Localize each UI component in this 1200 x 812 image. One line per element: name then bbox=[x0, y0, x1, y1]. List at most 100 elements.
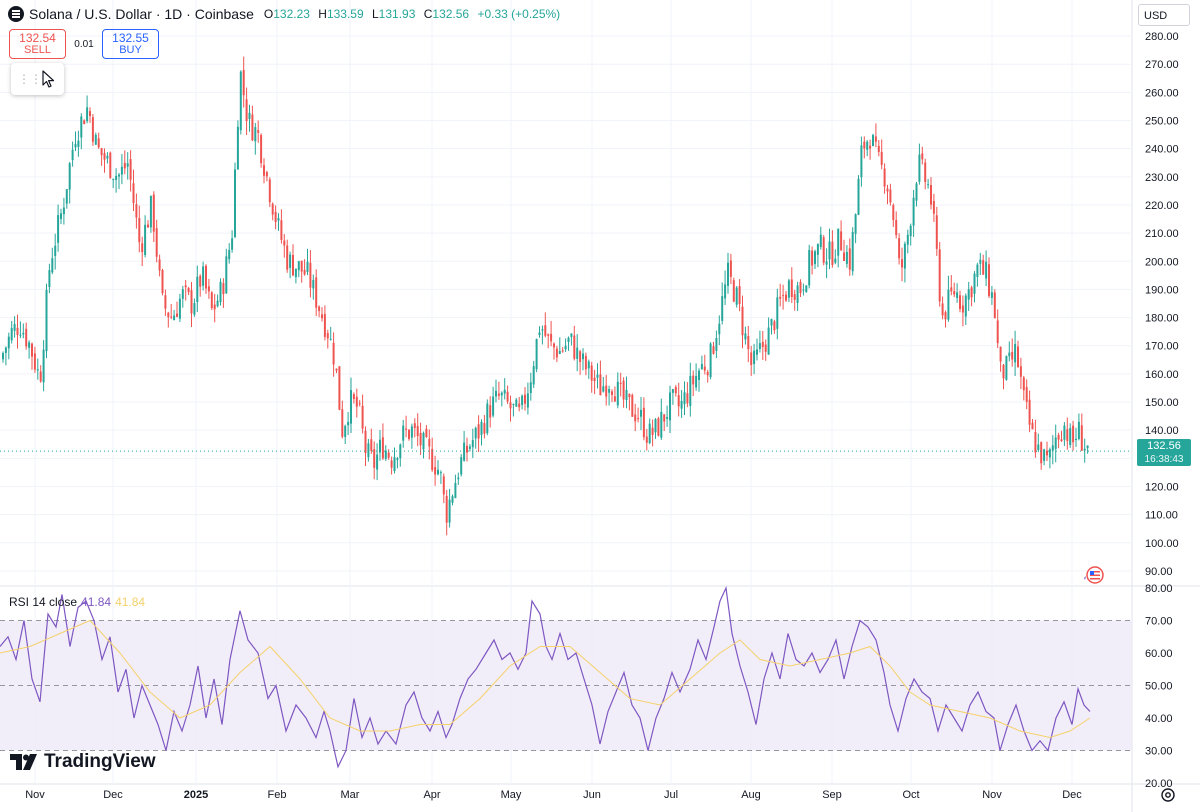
candle-body bbox=[767, 327, 770, 355]
candle-body bbox=[695, 375, 698, 388]
price-tick-label: 110.00 bbox=[1145, 510, 1178, 522]
candle-body bbox=[428, 438, 431, 447]
candle-body bbox=[611, 391, 613, 395]
candle-body bbox=[341, 409, 344, 437]
time-tick-label: Oct bbox=[902, 789, 919, 801]
candle-body bbox=[483, 423, 486, 434]
candle-body bbox=[2, 353, 4, 360]
candle-body bbox=[526, 393, 529, 408]
candle-body bbox=[129, 159, 132, 180]
candle-body bbox=[376, 454, 379, 470]
candle-body bbox=[413, 423, 416, 429]
candle-body bbox=[947, 289, 950, 320]
price-tick-label: 190.00 bbox=[1145, 284, 1179, 296]
candle-body bbox=[176, 313, 178, 317]
candle-body bbox=[872, 135, 874, 147]
candle-body bbox=[358, 403, 361, 405]
candle-body bbox=[1075, 438, 1077, 441]
candle-body bbox=[819, 234, 822, 247]
candle-body bbox=[567, 337, 570, 342]
candle-body bbox=[268, 179, 271, 203]
candlestick-series bbox=[2, 56, 1089, 536]
candle-body bbox=[135, 204, 138, 218]
candle-body bbox=[587, 361, 590, 369]
price-tick-label: 260.00 bbox=[1145, 87, 1179, 99]
candle-body bbox=[48, 270, 51, 287]
candle-body bbox=[993, 292, 996, 319]
candle-body bbox=[988, 264, 990, 296]
candle-body bbox=[457, 477, 460, 480]
candle-body bbox=[683, 392, 686, 405]
candle-body bbox=[1080, 425, 1083, 451]
candle-body bbox=[260, 135, 263, 164]
candle-body bbox=[915, 183, 918, 201]
candle-body bbox=[396, 458, 399, 461]
candle-body bbox=[315, 277, 318, 308]
chart-header: Solana / U.S. Dollar · 1D · Coinbase O13… bbox=[8, 6, 565, 22]
candle-body bbox=[961, 305, 964, 313]
candle-body bbox=[477, 424, 480, 439]
candle-body bbox=[924, 162, 927, 182]
grip-icon[interactable]: ⋮⋮ bbox=[18, 72, 42, 86]
candle-body bbox=[33, 353, 36, 370]
candle-body bbox=[254, 127, 257, 142]
time-tick-label: Nov bbox=[25, 789, 45, 801]
candle-body bbox=[216, 300, 219, 307]
candle-body bbox=[132, 183, 135, 204]
candle-body bbox=[1057, 434, 1060, 440]
candle-body bbox=[439, 472, 442, 474]
candle-body bbox=[843, 252, 845, 261]
buy-button[interactable]: 132.55 BUY bbox=[102, 29, 159, 59]
candle-body bbox=[666, 417, 669, 419]
candle-body bbox=[248, 112, 251, 119]
currency-selector[interactable]: USD bbox=[1138, 4, 1190, 26]
rsi-label: RSI 14 close bbox=[9, 595, 78, 609]
gear-icon[interactable] bbox=[1160, 787, 1176, 803]
candle-body bbox=[599, 374, 602, 396]
us-flag-icon[interactable] bbox=[1082, 566, 1108, 584]
open-value: 132.23 bbox=[273, 7, 310, 21]
candle-body bbox=[990, 292, 993, 298]
candle-body bbox=[1086, 445, 1089, 449]
candle-body bbox=[210, 292, 213, 309]
candle-body bbox=[445, 495, 448, 523]
candle-body bbox=[321, 314, 323, 319]
last-price-badge: 132.56 16:38:43 bbox=[1137, 439, 1191, 466]
sell-button[interactable]: 132.54 SELL bbox=[9, 29, 66, 59]
tradingview-brand[interactable]: TradingView bbox=[10, 751, 156, 773]
candle-body bbox=[77, 140, 80, 147]
symbol-title[interactable]: Solana / U.S. Dollar · 1D · Coinbase bbox=[29, 6, 254, 22]
candle-body bbox=[616, 381, 619, 406]
candle-body bbox=[468, 446, 471, 449]
candle-body bbox=[350, 390, 352, 424]
candle-body bbox=[1069, 428, 1072, 446]
candle-body bbox=[219, 281, 222, 303]
rsi-ma-line bbox=[0, 619, 1091, 739]
candle-body bbox=[193, 303, 196, 315]
candle-body bbox=[434, 467, 437, 475]
candle-body bbox=[518, 403, 521, 408]
candle-body bbox=[306, 261, 309, 272]
candle-body bbox=[4, 347, 7, 353]
candle-body bbox=[790, 279, 793, 298]
candle-body bbox=[848, 248, 851, 270]
cursor-icon[interactable] bbox=[42, 70, 56, 88]
candle-body bbox=[1054, 437, 1057, 449]
candle-body bbox=[408, 429, 410, 439]
candle-body bbox=[280, 220, 283, 240]
candle-body bbox=[144, 224, 147, 255]
candle-body bbox=[903, 243, 906, 269]
candle-body bbox=[451, 496, 454, 503]
candle-body bbox=[65, 189, 68, 204]
candle-body bbox=[727, 262, 729, 286]
candle-body bbox=[674, 386, 677, 394]
rsi-legend[interactable]: RSI 14 close 41.84 41.84 bbox=[9, 595, 145, 609]
candle-body bbox=[196, 276, 199, 303]
candle-body bbox=[506, 391, 509, 402]
floating-toolbar[interactable]: ⋮⋮ bbox=[11, 63, 64, 95]
candle-body bbox=[938, 249, 941, 302]
candle-body bbox=[94, 134, 97, 145]
candle-body bbox=[909, 225, 912, 237]
candle-body bbox=[898, 238, 901, 259]
